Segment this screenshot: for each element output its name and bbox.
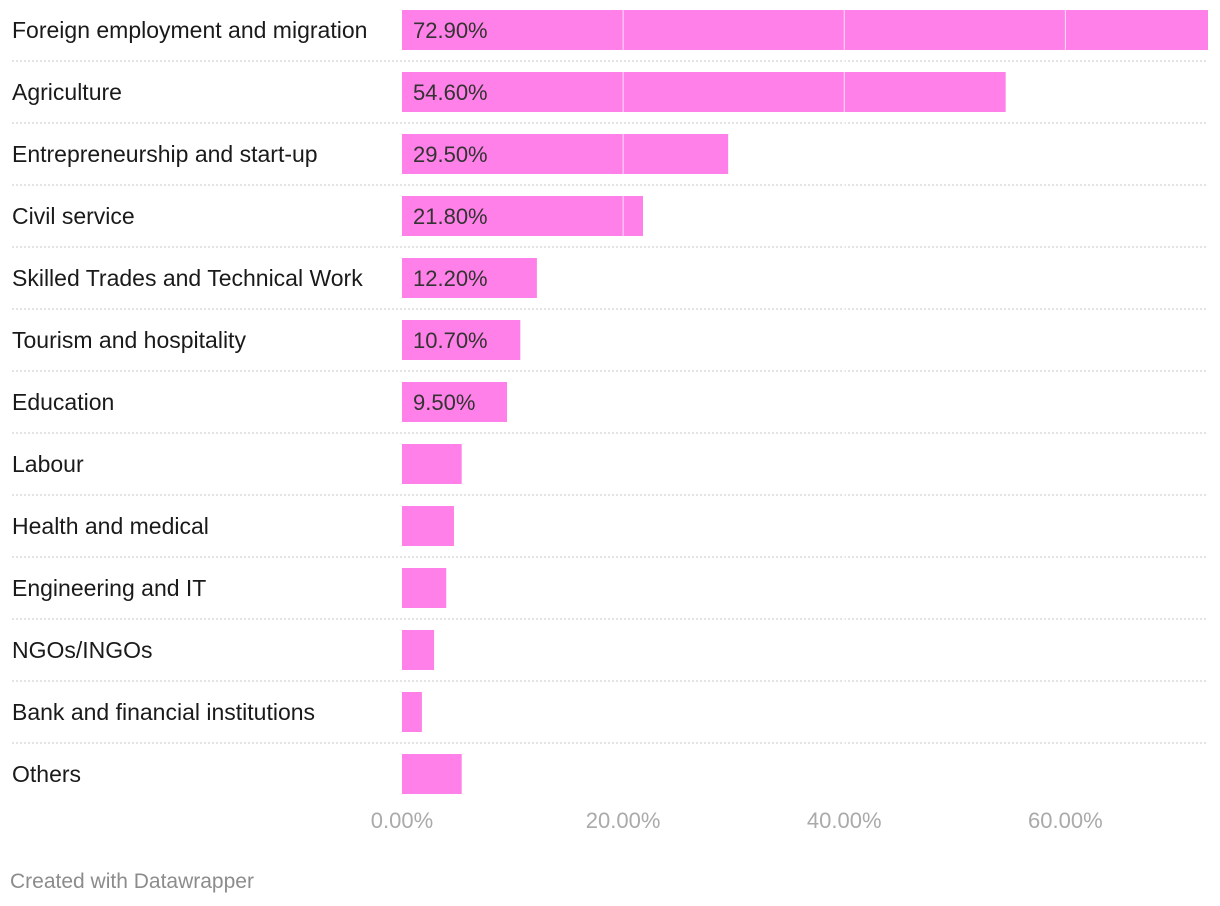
value-label: 72.90% [413, 18, 488, 43]
bar [402, 506, 454, 546]
bar [402, 444, 462, 484]
x-tick-label: 40.00% [807, 808, 882, 833]
value-label: 54.60% [413, 80, 488, 105]
category-label: Entrepreneurship and start-up [12, 141, 318, 167]
gridlines-group [622, 10, 1066, 794]
category-label: Health and medical [12, 513, 209, 539]
value-labels-group: 72.90% 54.60% 29.50% 21.80% 12.20% 10.70% 9.50… [413, 18, 488, 415]
bar [402, 10, 1208, 50]
bar [402, 692, 422, 732]
bar [402, 258, 537, 298]
value-label: 9.50% [413, 390, 475, 415]
bar [402, 630, 435, 670]
category-label: Civil service [12, 203, 135, 229]
value-label: 10.70% [413, 328, 488, 353]
x-tick-label: 0.00% [371, 808, 433, 833]
x-tick-label: 20.00% [586, 808, 661, 833]
category-label: Others [12, 761, 81, 787]
bar [402, 134, 729, 174]
category-label: NGOs/INGOs [12, 637, 153, 663]
bars-group [402, 10, 1208, 794]
category-label: Skilled Trades and Technical Work [12, 265, 363, 291]
category-label: Bank and financial institutions [12, 699, 315, 725]
bar [402, 320, 521, 360]
value-label: 12.20% [413, 266, 488, 291]
category-label: Labour [12, 451, 84, 477]
category-label: Agriculture [12, 79, 122, 105]
category-label: Education [12, 389, 114, 415]
bar [402, 196, 644, 236]
bar [402, 568, 447, 608]
x-tick-label: 60.00% [1028, 808, 1103, 833]
bar [402, 382, 508, 422]
datawrapper-credit: Created with Datawrapper [10, 870, 254, 893]
category-label: Engineering and IT [12, 575, 206, 601]
bar [402, 754, 462, 794]
value-label: 29.50% [413, 142, 488, 167]
category-labels-group: Foreign employment and migration Agricult… [12, 17, 367, 787]
value-label: 21.80% [413, 204, 488, 229]
category-label: Foreign employment and migration [12, 17, 367, 43]
bar [402, 72, 1006, 112]
category-label: Tourism and hospitality [12, 327, 246, 353]
x-axis-ticks-group: 0.00% 20.00% 40.00% 60.00% [371, 808, 1103, 833]
row-separators-group [12, 60, 1208, 744]
